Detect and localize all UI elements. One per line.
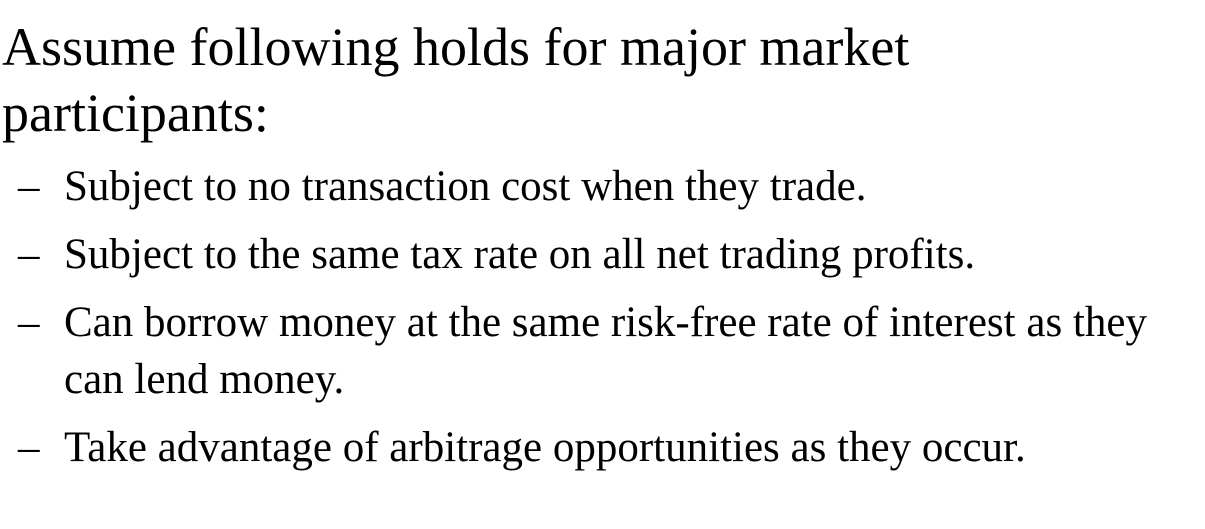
- dash-bullet-marker: –: [18, 299, 40, 346]
- list-item: – Can borrow money at the same risk-free…: [0, 294, 1205, 408]
- dash-bullet-marker: –: [18, 231, 40, 278]
- slide-heading: Assume following holds for major market …: [2, 17, 910, 143]
- list-item-text: Subject to no transaction cost when they…: [64, 163, 867, 210]
- list-item: – Subject to no transaction cost when th…: [0, 158, 1205, 215]
- dash-bullet-marker: –: [18, 163, 40, 210]
- list-item: – Take advantage of arbitrage opportunit…: [0, 419, 1205, 476]
- list-item-text: Can borrow money at the same risk-free r…: [64, 299, 1147, 403]
- dash-bullet-marker: –: [18, 424, 40, 471]
- list-item: – Subject to the same tax rate on all ne…: [0, 226, 1205, 283]
- assumption-list: – Subject to no transaction cost when th…: [0, 158, 1205, 487]
- list-item-text: Take advantage of arbitrage opportunitie…: [64, 424, 1026, 471]
- list-item-text: Subject to the same tax rate on all net …: [64, 231, 976, 278]
